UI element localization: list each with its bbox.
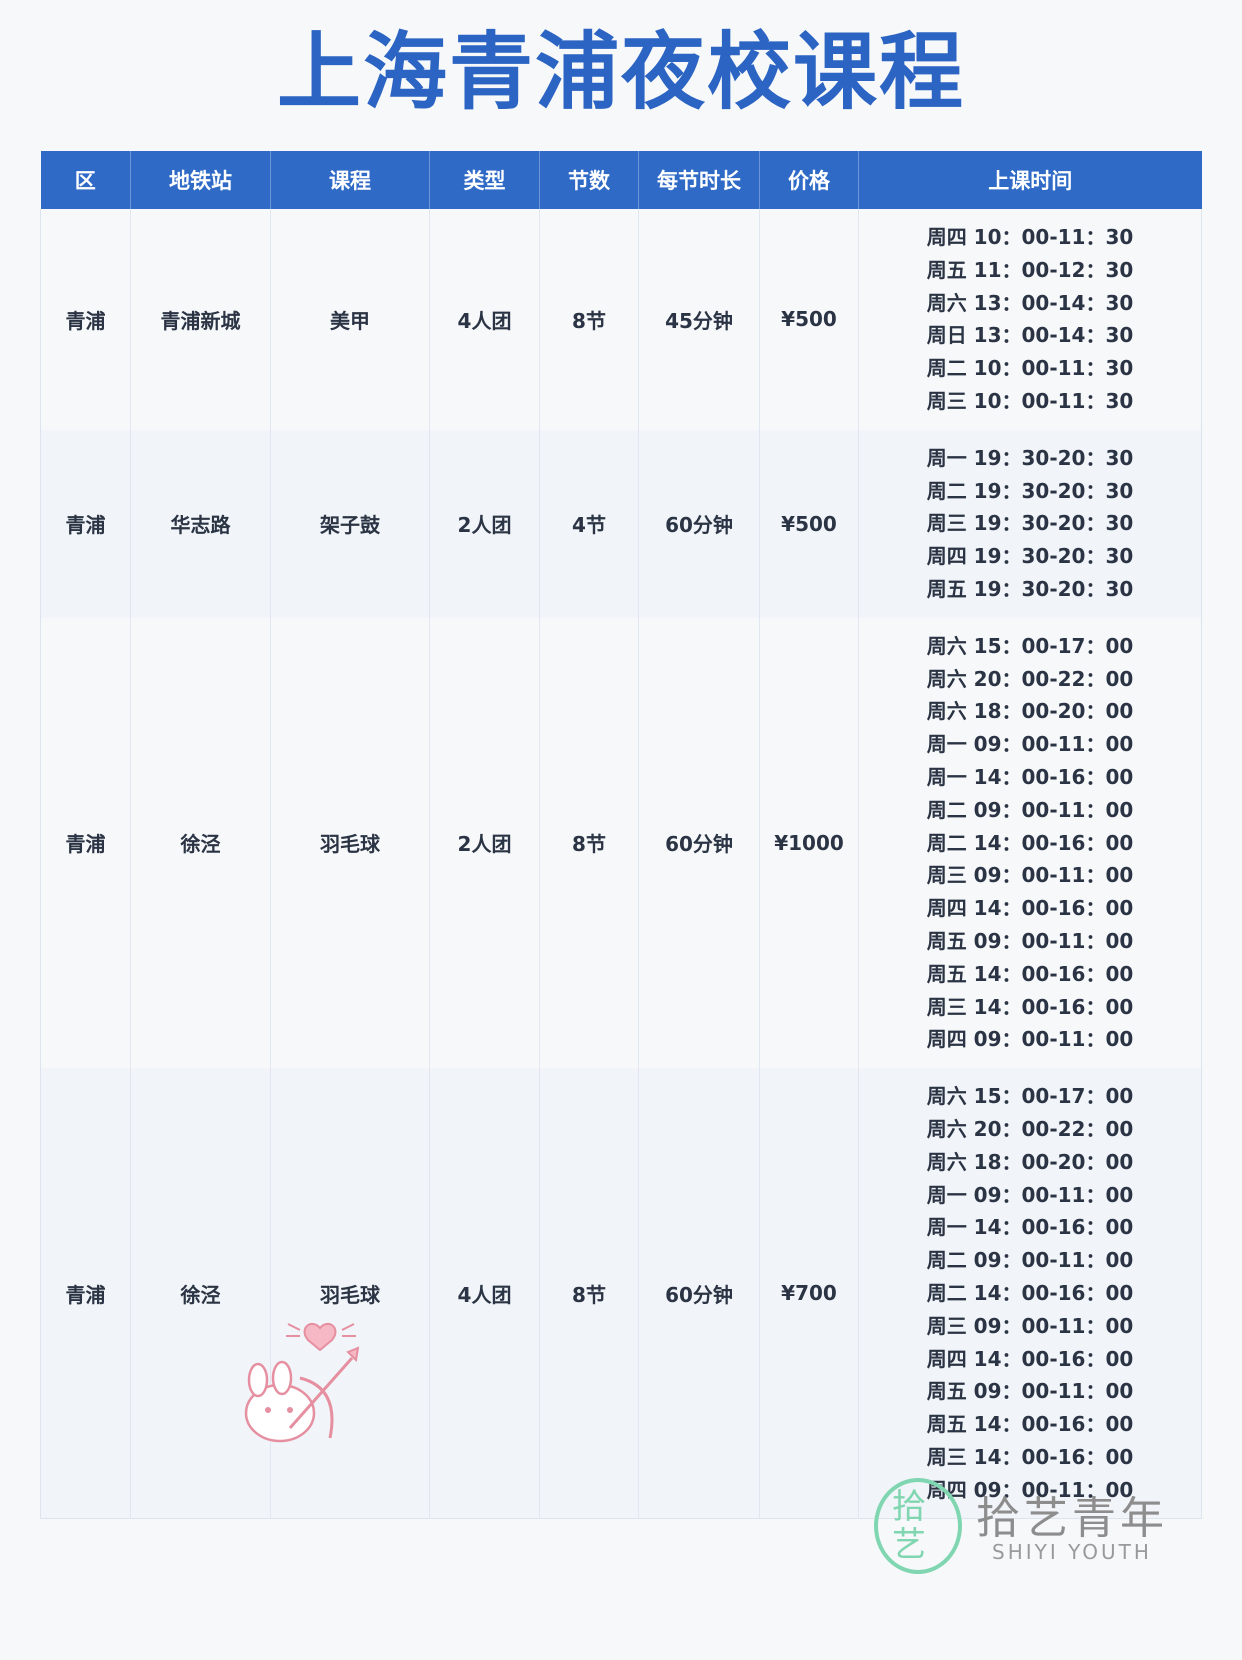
cell-sessions: 8节 [539,617,639,1069]
schedule-slot: 周一 19：30-20：30 [926,445,1134,470]
cupid-bunny-sticker [244,1322,360,1443]
schedule-slot: 周二 19：30-20：30 [926,478,1134,503]
cell-type: 4人团 [429,1068,540,1520]
cell-district: 青浦 [40,209,131,430]
column-header: 地铁站 [130,151,271,209]
schedule-slot: 周三 10：00-11：30 [926,388,1134,413]
course-table: 区地铁站 课程 类型 节数 每节时长 价格 上课时间 青浦 青浦新城 美甲 4人团 8节 45分钟 ¥5… [40,151,1202,1520]
cell-price: ¥1000 [759,617,859,1069]
schedule-slot: 周三 09：00-11：00 [926,1313,1134,1338]
schedule-slot: 周二 10：00-11：30 [926,356,1134,381]
column-header: 上课时间 [858,151,1202,209]
schedule-slot: 周四 10：00-11：30 [926,225,1134,249]
cell-sessions: 8节 [539,1068,639,1520]
schedule-slot: 周二 09：00-11：00 [926,797,1134,822]
cell-schedule: 周四 10：00-11：30 周五 11：00-12：30 周六 13：00-14：… [858,209,1202,430]
schedule-slot: 周三 14：00-16：00 [926,994,1134,1019]
cell-schedule: 周六 15：00-17：00 周六 20：00-22：00 周六 18：00-20：… [858,1068,1202,1520]
table-row: 青浦 华志路 架子鼓 2人团 4节 60分钟 ¥500 周一 19：30-20：30 周二 19… [40,429,1202,618]
cell-course: 羽毛球 [270,1068,430,1520]
schedule-slot: 周五 14：00-16：00 [926,1412,1134,1437]
schedule-slot: 周五 19：30-20：30 [926,576,1134,601]
schedule-slot: 周一 14：00-16：00 [926,1215,1134,1240]
schedule-slot: 周一 14：00-16：00 [926,764,1134,789]
cell-price: ¥700 [759,1068,859,1520]
schedule-slot: 周四 09：00-11：00 [926,1477,1134,1502]
schedule-slot: 周五 09：00-11：00 [926,1379,1134,1404]
table-row: 青浦 青浦新城 美甲 4人团 8节 45分钟 ¥500 周四 10：00-11：30 周五 11… [40,209,1202,430]
cell-schedule: 周六 15：00-17：00 周六 20：00-22：00 周六 18：00-20：… [858,617,1202,1069]
cell-station: 徐泾 [130,617,271,1069]
schedule-slot: 周一 09：00-11：00 [926,732,1134,757]
cell-sessions: 8节 [539,209,639,430]
cell-schedule: 周一 19：30-20：30 周二 19：30-20：30 周三 19：30-20：… [858,429,1202,618]
schedule-slot: 周四 14：00-16：00 [926,1346,1134,1371]
schedule-slot: 周六 15：00-17：00 [926,1084,1134,1109]
schedule-slot: 周一 09：00-11：00 [926,1182,1134,1207]
table-row: 青浦 徐泾 羽毛球 4人团 8节 60分钟 ¥700 周六 15：00-17：00 周六 20：… [40,1068,1202,1520]
cell-type: 2人团 [429,429,540,618]
cell-price: ¥500 [759,209,859,430]
cell-station: 青浦新城 [130,209,271,430]
page-title: 上海青浦夜校课程 [276,23,965,121]
cell-duration: 60分钟 [638,617,760,1069]
schedule-slot: 周六 18：00-20：00 [926,699,1134,724]
column-header: 课程 [270,151,430,209]
schedule-slot: 周三 14：00-16：00 [926,1444,1134,1469]
schedule-slot: 周二 14：00-16：00 [926,1280,1134,1305]
schedule-slot: 周四 14：00-16：00 [926,896,1134,921]
schedule-slot: 周三 09：00-11：00 [926,863,1134,888]
cell-district: 青浦 [40,1068,131,1520]
schedule-slot: 周五 09：00-11：00 [926,928,1134,953]
cell-type: 4人团 [429,209,540,430]
cell-station: 徐泾 [130,1068,271,1520]
column-header: 每节时长 [638,151,760,209]
cell-station: 华志路 [130,429,271,618]
schedule-slot: 周六 18：00-20：00 [926,1149,1134,1174]
schedule-slot: 周六 20：00-22：00 [926,1116,1134,1141]
cell-district: 青浦 [40,429,131,618]
schedule-slot: 周五 11：00-12：30 [926,257,1134,282]
cell-sessions: 4节 [539,429,639,618]
schedule-slot: 周六 13：00-14：30 [926,290,1134,315]
schedule-slot: 周六 15：00-17：00 [926,633,1134,658]
schedule-slot: 周三 19：30-20：30 [926,511,1134,536]
schedule-slot: 周二 09：00-11：00 [926,1248,1134,1273]
schedule-slot: 周五 14：00-16：00 [926,961,1134,986]
cell-duration: 60分钟 [638,429,760,618]
cell-course: 美甲 [270,209,430,430]
schedule-slot: 周四 19：30-20：30 [926,544,1134,569]
cell-price: ¥500 [759,429,859,618]
logo-text-en: SHIYI YOUTH [992,1540,1152,1564]
logo-mark: 拾艺 [874,1478,962,1574]
table-header-row: 区地铁站 课程 类型 节数 每节时长 价格 上课时间 [40,151,1202,209]
table-row: 青浦 徐泾 羽毛球 2人团 8节 60分钟 ¥1000 周六 15：00-17：00 周六 20… [40,617,1202,1069]
cell-course: 羽毛球 [270,617,430,1069]
cell-duration: 45分钟 [638,209,760,430]
schedule-slot: 周四 09：00-11：00 [926,1027,1134,1052]
column-header: 类型 [429,151,540,209]
schedule-slot: 周日 13：00-14：30 [926,323,1134,348]
schedule-slot: 周六 20：00-22：00 [926,666,1134,691]
column-header: 区 [40,151,131,209]
schedule-slot: 周二 14：00-16：00 [926,830,1134,855]
cell-duration: 60分钟 [638,1068,760,1520]
cell-type: 2人团 [429,617,540,1069]
column-header: 节数 [539,151,639,209]
brand-logo: 拾艺 拾艺青年 SHIYI YOUTH [872,1474,1172,1584]
cell-course: 架子鼓 [270,429,430,618]
cell-district: 青浦 [40,617,131,1069]
column-header: 价格 [759,151,859,209]
logo-text-cn: 拾艺青年 [976,1493,1168,1544]
